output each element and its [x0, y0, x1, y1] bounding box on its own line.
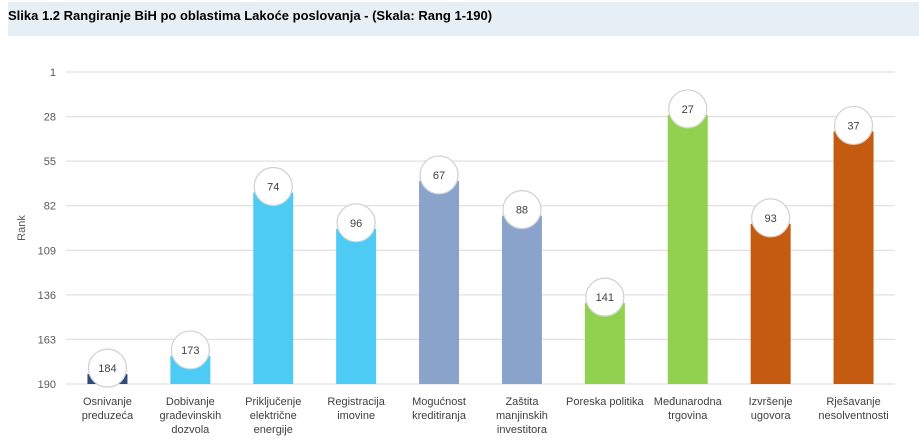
value-bubble — [751, 198, 791, 238]
category-label: Osnivanje preduzeća — [82, 396, 134, 422]
y-axis-title: Rank — [16, 215, 28, 241]
category-label: Međunarodna trgovina — [654, 396, 723, 422]
chart-title: Slika 1.2 Rangiranje BiH po oblastima La… — [8, 8, 493, 23]
data-label: 74 — [267, 182, 279, 194]
category-label: Poreska politika — [566, 396, 645, 408]
value-bubble — [170, 330, 210, 370]
value-bubble — [336, 203, 376, 243]
y-tick-label: 28 — [44, 112, 56, 124]
y-tick-label: 163 — [38, 334, 56, 346]
y-tick-label: 190 — [38, 379, 56, 391]
value-bubble — [668, 89, 708, 129]
y-tick-label: 136 — [38, 290, 56, 302]
data-label: 88 — [516, 205, 528, 217]
bar — [419, 180, 460, 384]
data-label: 96 — [350, 218, 362, 230]
bar — [336, 228, 377, 384]
data-label: 173 — [181, 345, 199, 357]
category-label: Izvršenje ugovora — [749, 396, 793, 422]
data-label: 141 — [596, 292, 614, 304]
y-tick-label: 55 — [44, 156, 56, 168]
value-bubble — [833, 105, 874, 146]
y-tick-label: 109 — [38, 245, 56, 257]
data-label: 37 — [847, 120, 859, 132]
category-label: Dobivanje građevinskih dozvola — [159, 396, 221, 436]
category-label: Rješavanje nesolventnosti — [818, 396, 888, 422]
value-bubble — [253, 166, 293, 207]
value-bubble — [502, 190, 542, 230]
title-bar: Slika 1.2 Rangiranje BiH po oblastima La… — [8, 2, 919, 36]
bar — [833, 131, 874, 384]
category-label: Priključenje električne energije — [245, 396, 301, 436]
value-bubble — [87, 348, 128, 388]
category-label: Registracija imovine — [327, 396, 385, 422]
category-label: Zaštita manjinskih investitora — [496, 396, 548, 436]
data-label: 67 — [433, 170, 445, 182]
data-label: 27 — [682, 104, 694, 116]
bar — [501, 215, 542, 384]
bar — [750, 223, 791, 384]
y-tick-label: 1 — [50, 67, 56, 79]
value-bubble — [419, 155, 459, 195]
bar — [253, 192, 294, 384]
value-bubble — [585, 277, 625, 317]
data-label: 93 — [765, 213, 777, 225]
category-label: Mogućnost kreditiranja — [412, 396, 467, 422]
bar — [667, 114, 708, 385]
data-label: 184 — [98, 363, 116, 375]
y-tick-label: 82 — [44, 201, 56, 213]
